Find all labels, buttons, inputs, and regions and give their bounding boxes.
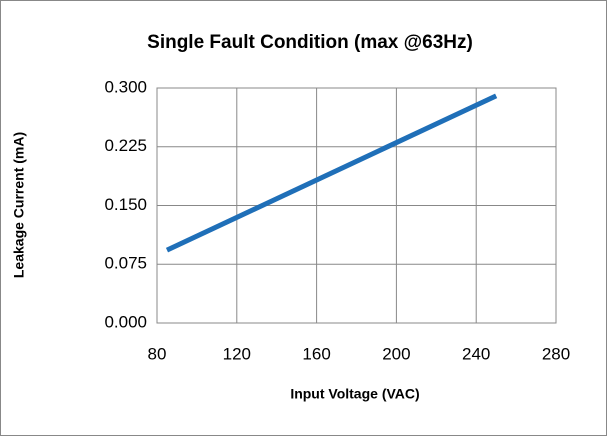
x-tick-label: 120	[223, 344, 251, 363]
x-tick-label: 80	[148, 344, 167, 363]
x-tick-label: 240	[462, 344, 490, 363]
x-tick-label: 160	[302, 344, 330, 363]
x-tick-label: 200	[382, 344, 410, 363]
chart-title: Single Fault Condition (max @63Hz)	[147, 32, 473, 53]
x-tick-label: 280	[542, 344, 570, 363]
y-tick-label: 0.225	[104, 136, 147, 155]
y-axis-label: Leakage Current (mA)	[11, 132, 27, 278]
y-tick-label: 0.300	[104, 77, 147, 96]
y-tick-label: 0.150	[104, 195, 147, 214]
plot-border	[156, 87, 557, 324]
y-tick-label: 0.000	[104, 312, 147, 331]
x-axis-label: Input Voltage (VAC)	[290, 386, 419, 402]
data-line	[165, 93, 498, 253]
y-tick-label: 0.075	[104, 254, 147, 273]
